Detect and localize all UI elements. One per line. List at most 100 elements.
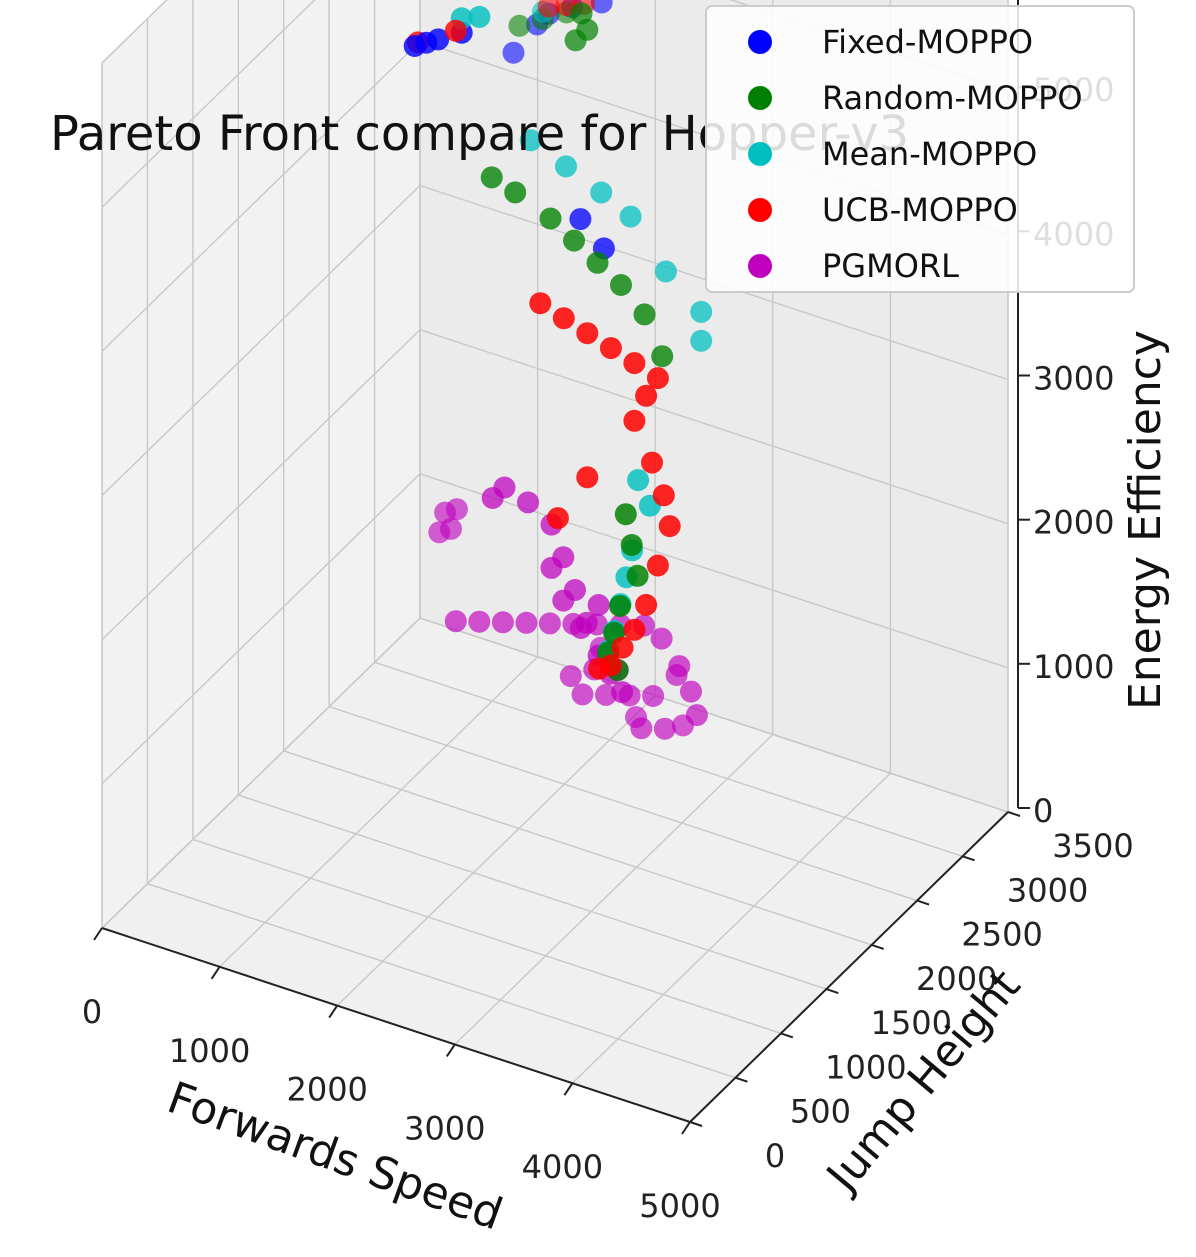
point-ucb-moppo [546, 507, 569, 530]
point-pgmorl [642, 685, 665, 707]
y-grid-line [374, 661, 963, 857]
point-ucb-moppo [576, 322, 599, 345]
y-grid-line [328, 705, 918, 902]
y-tick-label: 3000 [1007, 871, 1088, 909]
point-random-moppo [480, 166, 503, 189]
point-mean-moppo [627, 469, 650, 492]
point-fixed-moppo [569, 208, 592, 231]
point-ucb-moppo [635, 384, 658, 407]
legend-label-fixed-moppo: Fixed-MOPPO [822, 23, 1033, 61]
point-pgmorl [611, 681, 634, 704]
point-pgmorl [538, 612, 561, 635]
point-fixed-moppo [502, 41, 525, 64]
z-grid-line [101, 0, 168, 64]
point-pgmorl [668, 655, 691, 678]
point-pgmorl [444, 610, 467, 633]
point-pgmorl [650, 627, 673, 650]
point-pgmorl [515, 611, 538, 634]
y-grid-line [238, 794, 827, 990]
point-ucb-moppo [529, 292, 552, 315]
x-tick-mark [328, 1005, 339, 1019]
y-tick-label: 500 [790, 1093, 851, 1131]
x-grid-line [336, 695, 656, 1007]
point-ucb-moppo [658, 515, 681, 538]
y-tick-label: 1000 [825, 1048, 906, 1086]
point-random-moppo [610, 274, 632, 296]
legend-marker-fixed-moppo [748, 30, 772, 54]
point-pgmorl [630, 717, 653, 740]
point-ucb-moppo [588, 657, 611, 680]
point-ucb-moppo [623, 409, 646, 432]
y-grid-line [192, 838, 782, 1035]
y-tick-label: 2000 [916, 960, 997, 998]
y-tick-mark [825, 988, 839, 995]
point-ucb-moppo [646, 367, 669, 390]
point-ucb-moppo [623, 618, 646, 641]
y-tick-label: 1500 [871, 1004, 952, 1042]
point-pgmorl [569, 617, 592, 639]
point-mean-moppo [555, 155, 577, 178]
point-pgmorl [481, 487, 504, 509]
point-pgmorl [491, 611, 514, 634]
point-ucb-moppo [623, 352, 646, 375]
x-tick-mark [445, 1043, 456, 1057]
point-random-moppo [614, 503, 637, 526]
point-pgmorl [559, 665, 582, 688]
legend-marker-ucb-moppo [748, 198, 772, 222]
y-tick-mark [962, 855, 975, 862]
z-grid-line [101, 0, 316, 208]
z-tick-label: 1000 [1033, 648, 1114, 686]
point-ucb-moppo [641, 451, 663, 474]
y-tick-label: 0 [765, 1137, 785, 1175]
legend-label-pgmorl: PGMORL [822, 247, 959, 285]
point-pgmorl [445, 498, 468, 521]
point-pgmorl [517, 491, 539, 514]
z-grid-line [101, 184, 421, 497]
x-tick-label: 1000 [169, 1032, 250, 1070]
point-random-moppo [563, 229, 585, 252]
point-ucb-moppo [576, 466, 599, 489]
z-grid-line [101, 40, 421, 352]
point-mean-moppo [590, 181, 613, 204]
point-ucb-moppo [599, 337, 622, 360]
y-tick-mark [689, 1121, 703, 1127]
point-random-moppo [504, 181, 527, 204]
point-pgmorl [552, 589, 575, 612]
legend-label-mean-moppo: Mean-MOPPO [822, 135, 1037, 173]
x-tick-label: 4000 [522, 1148, 603, 1186]
point-pgmorl [653, 717, 676, 740]
x-tick-mark [93, 927, 103, 941]
x-tick-label: 0 [82, 993, 102, 1031]
point-fixed-moppo [590, 0, 613, 14]
z-grid-line [101, 329, 421, 641]
legend-label-random-moppo: Random-MOPPO [822, 79, 1083, 117]
point-ucb-moppo [652, 484, 675, 507]
z-tick-label: 3000 [1033, 360, 1114, 398]
point-random-moppo [564, 29, 587, 52]
point-pgmorl [680, 680, 702, 703]
z-tick-label: 2000 [1033, 504, 1114, 542]
point-mean-moppo [654, 260, 677, 283]
point-random-moppo [633, 303, 656, 326]
point-random-moppo [539, 207, 562, 230]
point-pgmorl [571, 683, 594, 706]
y-tick-mark [871, 943, 885, 950]
y-grid-line [147, 883, 736, 1079]
point-mean-moppo [619, 205, 642, 228]
point-pgmorl [587, 594, 610, 616]
point-random-moppo [651, 345, 674, 368]
point-ucb-moppo [552, 307, 575, 330]
point-mean-moppo [690, 300, 713, 323]
point-ucb-moppo [646, 554, 669, 577]
x-tick-label: 5000 [639, 1187, 720, 1225]
y-grid-line [283, 750, 872, 946]
point-mean-moppo [519, 129, 542, 152]
x-tick-mark [681, 1121, 691, 1135]
z-axis-label: Energy Efficiency [1120, 330, 1171, 710]
point-pgmorl [468, 610, 491, 633]
y-tick-mark [735, 1076, 748, 1083]
point-random-moppo [508, 14, 531, 37]
point-pgmorl [428, 521, 451, 544]
